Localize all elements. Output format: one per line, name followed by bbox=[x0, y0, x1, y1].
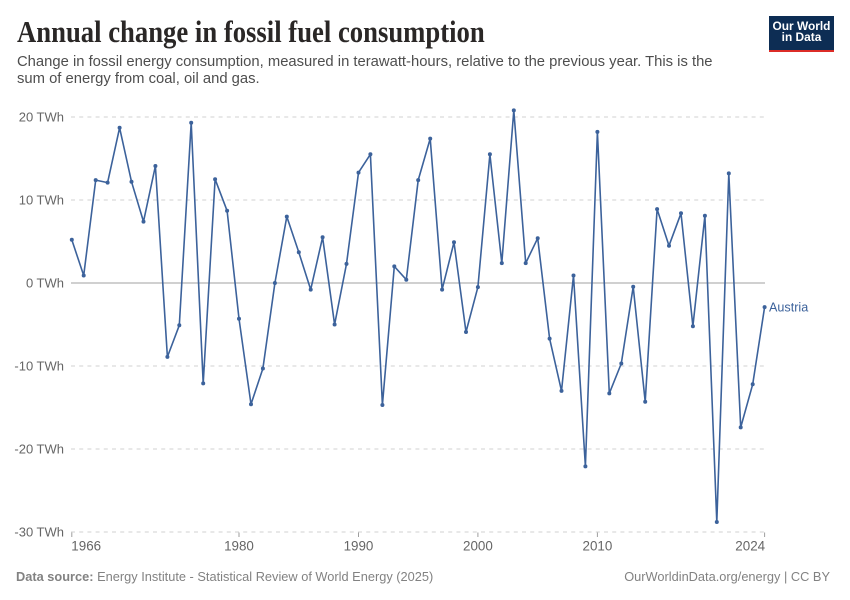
svg-text:10 TWh: 10 TWh bbox=[19, 193, 64, 208]
svg-text:-20 TWh: -20 TWh bbox=[14, 442, 64, 457]
svg-text:0 TWh: 0 TWh bbox=[26, 276, 64, 291]
svg-text:2010: 2010 bbox=[583, 539, 613, 554]
svg-text:1990: 1990 bbox=[344, 539, 374, 554]
svg-text:1980: 1980 bbox=[224, 539, 254, 554]
svg-text:Austria: Austria bbox=[769, 301, 808, 315]
svg-text:20 TWh: 20 TWh bbox=[19, 110, 64, 125]
svg-text:2024: 2024 bbox=[735, 539, 765, 554]
svg-text:-10 TWh: -10 TWh bbox=[14, 359, 64, 374]
svg-text:1966: 1966 bbox=[71, 539, 101, 554]
svg-text:-30 TWh: -30 TWh bbox=[14, 525, 64, 540]
svg-text:2000: 2000 bbox=[463, 539, 493, 554]
